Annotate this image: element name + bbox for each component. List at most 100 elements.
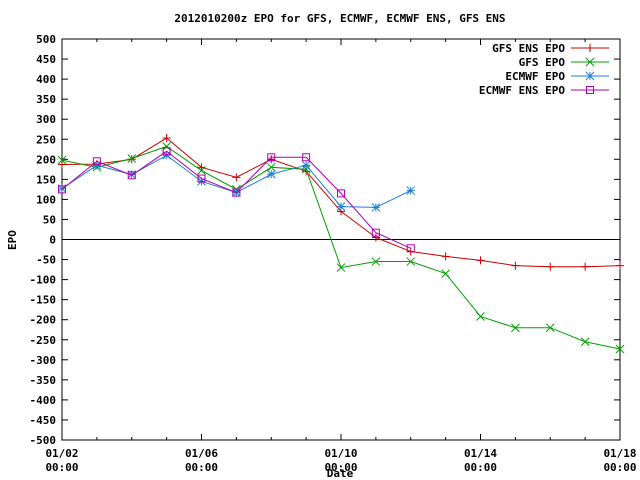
series-ecmwf-epo bbox=[57, 150, 416, 212]
series-line bbox=[61, 137, 621, 268]
data-point bbox=[92, 157, 101, 166]
data-point bbox=[267, 155, 276, 164]
y-tick-label: 0 bbox=[49, 234, 56, 247]
legend-swatch-marker bbox=[585, 57, 595, 67]
data-point bbox=[162, 147, 171, 156]
data-point bbox=[127, 171, 136, 180]
legend-label: ECMWF EPO bbox=[505, 70, 565, 83]
data-point bbox=[57, 184, 67, 193]
x-tick-label-date: 01/10 bbox=[324, 447, 357, 460]
data-point bbox=[511, 261, 520, 270]
data-point bbox=[441, 269, 450, 278]
data-point bbox=[371, 203, 381, 212]
data-point bbox=[371, 257, 381, 266]
y-tick-label: -50 bbox=[36, 254, 56, 267]
y-tick-label: -500 bbox=[30, 434, 57, 447]
y-tick-label: 350 bbox=[36, 93, 56, 106]
x-tick-label-time: 00:00 bbox=[185, 461, 218, 474]
legend-label: GFS ENS EPO bbox=[492, 42, 565, 55]
data-point bbox=[127, 154, 137, 163]
data-point bbox=[197, 177, 206, 186]
plot-frame bbox=[61, 38, 621, 441]
data-point bbox=[581, 262, 590, 271]
data-point bbox=[615, 344, 625, 354]
y-axis-label: EPO bbox=[6, 230, 19, 250]
y-tick-label: -350 bbox=[30, 374, 57, 387]
y-tick-label: 100 bbox=[36, 193, 56, 206]
x-tick-label-date: 01/02 bbox=[45, 447, 78, 460]
data-point bbox=[441, 252, 450, 261]
data-point bbox=[232, 173, 241, 182]
chart-title: 2012010200z EPO for GFS, ECMWF, ECMWF EN… bbox=[174, 12, 505, 25]
data-point bbox=[301, 160, 311, 170]
data-point bbox=[266, 162, 276, 172]
data-point bbox=[371, 233, 380, 242]
series-line bbox=[61, 145, 621, 350]
data-point bbox=[267, 153, 276, 162]
data-point bbox=[162, 142, 171, 151]
y-tick-label: -450 bbox=[30, 414, 57, 427]
x-tick-label-date: 01/06 bbox=[185, 447, 218, 460]
legend-label: GFS EPO bbox=[519, 56, 566, 69]
y-tick-label: 250 bbox=[36, 133, 56, 146]
legend-swatch-marker bbox=[586, 86, 594, 94]
data-point bbox=[406, 257, 416, 266]
data-point bbox=[337, 189, 345, 198]
data-point bbox=[232, 188, 241, 197]
data-point bbox=[580, 337, 590, 347]
data-point bbox=[545, 323, 555, 333]
y-tick-label: 400 bbox=[36, 73, 56, 86]
data-point bbox=[616, 261, 624, 270]
data-point bbox=[162, 134, 171, 143]
y-tick-label: -250 bbox=[30, 334, 57, 347]
x-tick-label-time: 00:00 bbox=[45, 461, 78, 474]
y-axis-ticks: -500-450-400-350-300-250-200-150-100-500… bbox=[30, 33, 620, 447]
data-point bbox=[336, 202, 346, 211]
x-tick-label-date: 01/14 bbox=[464, 447, 497, 460]
x-axis-ticks: 01/0200:0001/0600:0001/1000:0001/1400:00… bbox=[45, 39, 637, 474]
data-point bbox=[406, 244, 415, 253]
x-tick-label-date: 01/18 bbox=[603, 447, 636, 460]
series-gfs-epo bbox=[57, 142, 625, 354]
data-point bbox=[58, 185, 66, 194]
data-point bbox=[302, 153, 311, 162]
data-point bbox=[162, 150, 171, 160]
data-point bbox=[371, 228, 380, 237]
data-point bbox=[57, 155, 67, 165]
y-tick-label: -400 bbox=[30, 394, 57, 407]
data-point bbox=[511, 323, 520, 333]
data-point bbox=[197, 166, 206, 175]
y-tick-label: 300 bbox=[36, 113, 56, 126]
data-point bbox=[406, 186, 416, 195]
series-line bbox=[61, 150, 411, 249]
data-point bbox=[197, 174, 206, 183]
data-point bbox=[476, 312, 485, 321]
legend-label: ECMWF ENS EPO bbox=[479, 84, 565, 97]
series-lines bbox=[57, 134, 625, 354]
y-tick-label: 150 bbox=[36, 173, 56, 186]
data-point bbox=[546, 262, 555, 271]
data-point bbox=[266, 169, 276, 179]
x-tick-label-time: 00:00 bbox=[603, 461, 636, 474]
legend-swatch-marker bbox=[585, 71, 595, 81]
y-tick-label: -100 bbox=[30, 274, 57, 287]
y-tick-label: 200 bbox=[36, 153, 56, 166]
data-point bbox=[92, 160, 102, 170]
series-gfs-ens-epo bbox=[58, 134, 624, 271]
y-tick-label: -200 bbox=[30, 314, 57, 327]
y-tick-label: -150 bbox=[30, 294, 57, 307]
data-point bbox=[301, 164, 311, 174]
y-tick-label: -300 bbox=[30, 354, 57, 367]
data-point bbox=[476, 256, 485, 265]
x-tick-label-time: 00:00 bbox=[324, 461, 357, 474]
data-point bbox=[127, 170, 137, 179]
x-axis-label: Date bbox=[327, 467, 354, 480]
y-tick-label: 450 bbox=[36, 53, 56, 66]
legend-swatch-marker bbox=[586, 44, 594, 52]
data-point bbox=[336, 263, 346, 272]
y-tick-label: 50 bbox=[43, 213, 56, 226]
x-tick-label-time: 00:00 bbox=[464, 461, 497, 474]
y-tick-label: 500 bbox=[36, 33, 56, 46]
